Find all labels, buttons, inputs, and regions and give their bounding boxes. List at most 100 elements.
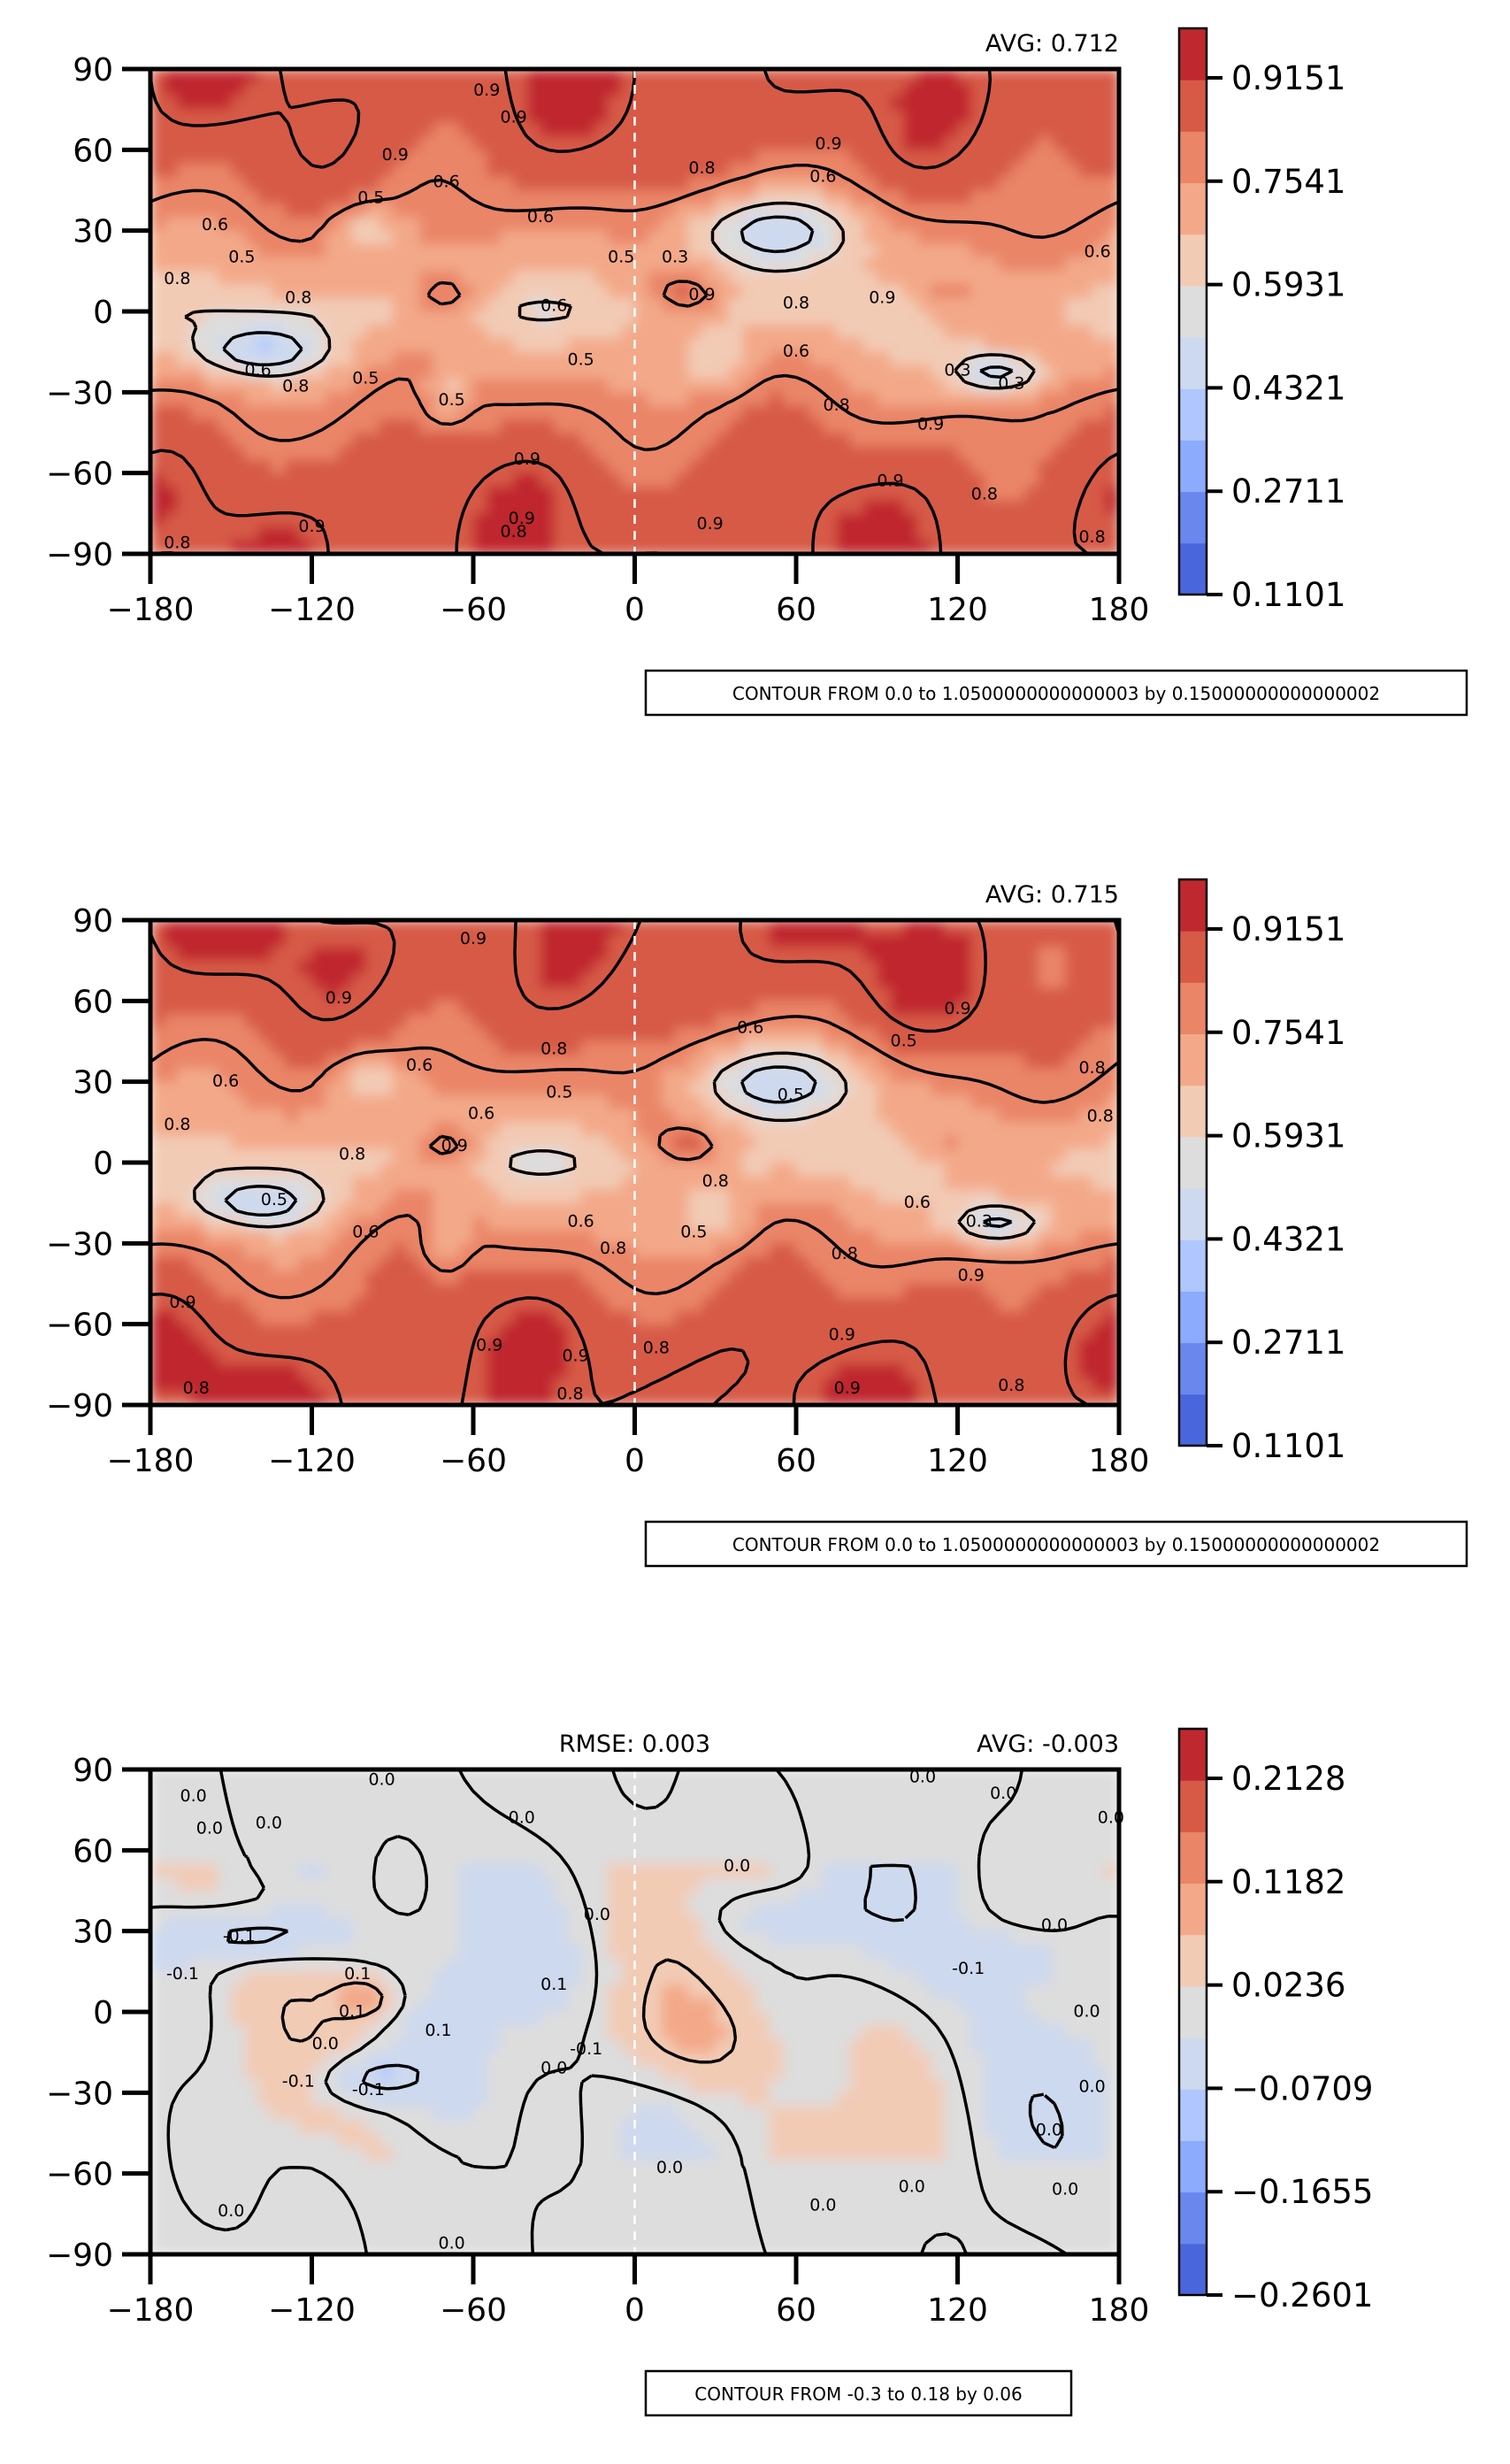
field-cell <box>433 1189 448 1204</box>
field-cell <box>916 1310 932 1325</box>
field-cell <box>998 933 1013 948</box>
field-cell <box>190 947 205 962</box>
field-cell <box>661 338 677 353</box>
field-cell <box>608 1148 623 1163</box>
field-cell <box>218 150 233 165</box>
field-cell <box>1105 540 1119 554</box>
field-cell <box>728 297 744 312</box>
field-cell <box>890 446 905 461</box>
field-cell <box>487 230 502 245</box>
field-cell <box>487 1027 502 1042</box>
field-cell <box>459 973 474 989</box>
field-cell <box>594 1297 609 1312</box>
field-cell <box>944 351 959 366</box>
field-cell <box>1065 230 1080 245</box>
field-cell <box>944 1284 959 1299</box>
field-cell <box>903 392 918 407</box>
field-cell <box>567 987 582 1002</box>
field-cell <box>1105 109 1119 124</box>
field-cell <box>877 203 892 219</box>
field-cell <box>769 526 784 541</box>
field-cell <box>621 405 636 420</box>
field-cell <box>1092 379 1107 394</box>
field-cell <box>742 1284 757 1299</box>
field-cell <box>459 203 474 219</box>
field-cell <box>540 284 556 299</box>
field-cell <box>890 1176 905 1191</box>
field-cell <box>567 203 582 219</box>
field-cell <box>1038 190 1053 205</box>
field-cell <box>1038 1176 1053 1191</box>
field-cell <box>890 338 905 353</box>
field-cell <box>1038 1135 1053 1150</box>
field-cell <box>849 163 865 178</box>
field-cell <box>903 1230 918 1245</box>
field-cell <box>244 1270 259 1285</box>
field-cell <box>836 1324 851 1339</box>
field-cell <box>285 1256 300 1271</box>
field-cell <box>554 1310 569 1325</box>
field-cell <box>648 1176 663 1191</box>
field-cell <box>836 459 851 474</box>
field-cell <box>150 163 165 178</box>
field-cell <box>554 1055 569 1070</box>
field-cell <box>715 257 730 272</box>
field-cell <box>931 446 946 461</box>
field-cell <box>459 1310 474 1325</box>
field-cell <box>203 1068 219 1083</box>
field-cell <box>379 1094 394 1110</box>
field-cell <box>231 1284 246 1299</box>
field-cell <box>244 230 259 245</box>
field-cell <box>500 297 515 312</box>
field-cell <box>944 1148 959 1163</box>
field-cell <box>1011 271 1026 286</box>
contour-label: 0.9 <box>917 414 944 434</box>
field-cell <box>836 1230 851 1245</box>
field-cell <box>769 1027 784 1042</box>
field-cell <box>257 217 272 232</box>
field-cell <box>392 392 407 407</box>
field-cell <box>769 203 784 219</box>
field-cell <box>742 284 757 299</box>
field-cell <box>540 526 556 541</box>
field-cell <box>271 136 287 151</box>
field-cell <box>634 540 649 554</box>
field-cell <box>392 311 407 326</box>
field-cell <box>365 933 380 948</box>
contour-label: 0.9 <box>688 285 715 304</box>
field-cell <box>177 1230 192 1245</box>
field-cell <box>150 1027 165 1042</box>
field-cell <box>608 1297 623 1312</box>
field-cell <box>984 203 1000 219</box>
field-cell <box>1092 1055 1107 1070</box>
field-cell <box>150 446 165 461</box>
field-cell <box>459 284 474 299</box>
field-cell <box>984 418 1000 434</box>
field-cell <box>526 472 542 487</box>
field-cell <box>271 311 287 326</box>
field-cell <box>164 472 179 487</box>
field-cell <box>513 365 528 380</box>
field-cell <box>863 513 878 528</box>
field-cell <box>728 540 744 554</box>
field-cell <box>849 1243 865 1258</box>
field-cell <box>809 1148 824 1163</box>
field-cell <box>379 947 394 962</box>
field-cell <box>271 392 287 407</box>
field-cell <box>1011 1216 1026 1232</box>
field-cell <box>177 1081 192 1096</box>
field-cell <box>419 1001 434 1016</box>
field-cell <box>594 325 609 340</box>
field-cell <box>419 540 434 554</box>
field-cell <box>1024 1109 1039 1124</box>
field-cell <box>675 459 690 474</box>
field-cell <box>1065 947 1080 962</box>
field-cell <box>728 243 744 259</box>
field-cell <box>338 1135 354 1150</box>
field-cell <box>554 1135 569 1150</box>
field-cell <box>1024 459 1039 474</box>
field-cell <box>540 486 556 502</box>
field-cell <box>648 69 663 84</box>
field-cell <box>285 486 300 502</box>
field-cell <box>809 338 824 353</box>
